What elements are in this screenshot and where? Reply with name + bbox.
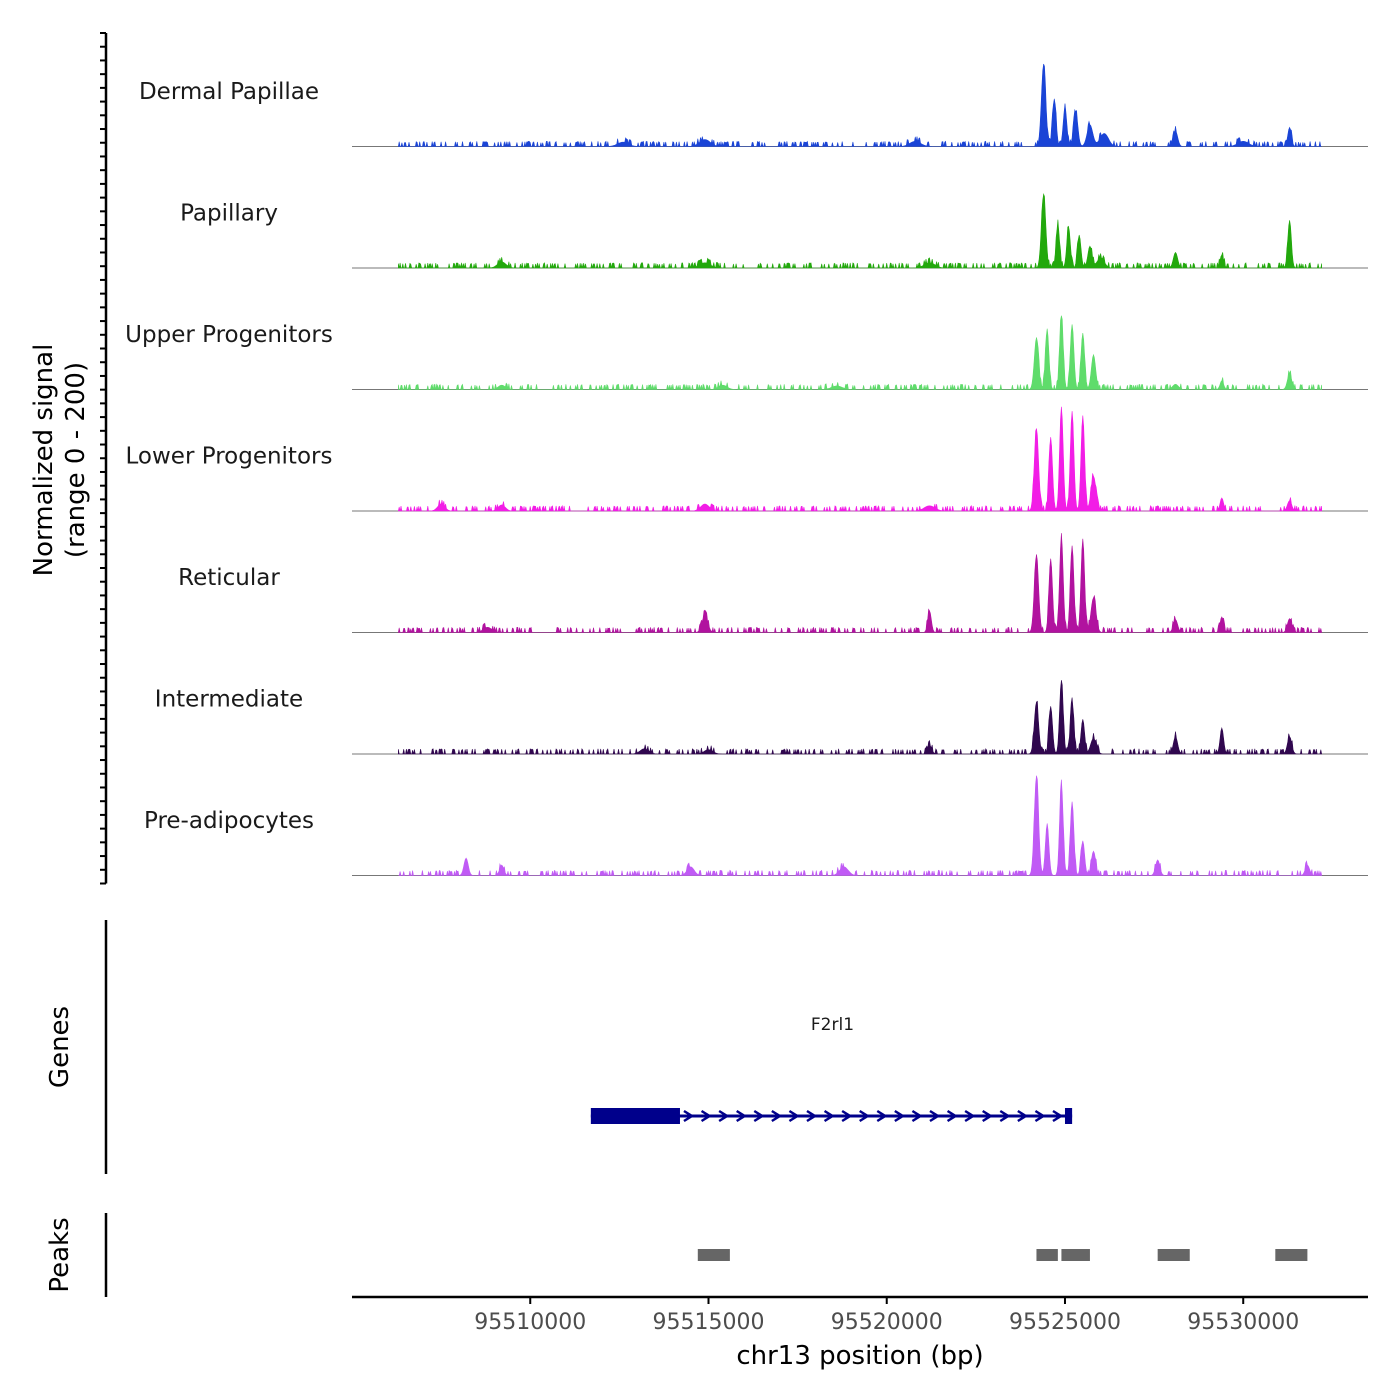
x-tick-label: 95520000 (831, 1310, 943, 1335)
strand-arrow-icon (753, 1109, 765, 1123)
strand-arrow-icon (859, 1109, 871, 1123)
track-papillary: Papillary (180, 193, 1368, 269)
signal-area (397, 63, 1322, 147)
track-upper-progenitors: Upper Progenitors (125, 315, 1368, 390)
strand-arrow-icon (894, 1109, 906, 1123)
track-dermal-papillae: Dermal Papillae (139, 63, 1368, 147)
strand-arrow-icon (911, 1109, 923, 1123)
signal-area (397, 406, 1322, 512)
track-label: Lower Progenitors (126, 444, 333, 470)
peaks-axis-title: Peaks (45, 1217, 75, 1292)
strand-arrow-icon (982, 1109, 994, 1123)
peaks-panel (104, 1213, 1308, 1297)
strand-arrow-icon (964, 1109, 976, 1123)
strand-arrow-icon (946, 1109, 958, 1123)
track-label: Dermal Papillae (139, 79, 319, 105)
signal-area (398, 315, 1322, 390)
gene-exon (1064, 1108, 1073, 1124)
strand-arrow-icon (683, 1109, 695, 1123)
strand-arrow-icon (771, 1109, 783, 1123)
peak-region (1036, 1249, 1058, 1261)
peak-region (697, 1249, 730, 1261)
strand-arrow-icon (806, 1109, 818, 1123)
strand-arrow-icon (1052, 1109, 1064, 1123)
x-tick-label: 95515000 (652, 1310, 764, 1335)
signal-area (397, 533, 1323, 633)
track-lower-progenitors: Lower Progenitors (126, 406, 1368, 512)
strand-arrow-icon (1034, 1109, 1046, 1123)
x-axis-title: chr13 position (bp) (736, 1341, 983, 1371)
peak-region (1157, 1249, 1190, 1261)
track-reticular: Reticular (178, 533, 1368, 633)
strand-arrow-icon (823, 1109, 835, 1123)
x-tick-label: 95530000 (1187, 1310, 1299, 1335)
track-label: Upper Progenitors (125, 322, 333, 348)
signal-area (398, 775, 1323, 876)
strand-arrow-icon (718, 1109, 730, 1123)
peak-region (1275, 1249, 1308, 1261)
x-tick-label: 95525000 (1009, 1310, 1121, 1335)
gene-label: F2rl1 (811, 1015, 854, 1035)
track-label: Intermediate (155, 687, 303, 713)
peak-region (1061, 1249, 1090, 1261)
strand-arrow-icon (736, 1109, 748, 1123)
x-axis: 95510000 95515000 95520000 95525000 95530000 (352, 1295, 1368, 1335)
genes-panel: F2rl1 (104, 920, 1073, 1174)
signal-area (398, 193, 1322, 269)
gene-f2rl1: F2rl1 (590, 1015, 1073, 1124)
track-label: Reticular (178, 565, 280, 591)
track-pre-adipocytes: Pre-adipocytes (144, 775, 1368, 876)
strand-arrow-icon (788, 1109, 800, 1123)
strand-arrow-icon (700, 1109, 712, 1123)
strand-arrow-icon (841, 1109, 853, 1123)
y-axis-subtitle: (range 0 - 200) (61, 362, 91, 558)
track-label: Pre-adipocytes (144, 808, 314, 834)
strand-arrow-icon (999, 1109, 1011, 1123)
strand-arrow-icon (1017, 1109, 1029, 1123)
y-axis-title: Normalized signal (29, 344, 59, 577)
track-intermediate: Intermediate (155, 680, 1368, 755)
strand-arrow-icon (929, 1109, 941, 1123)
signal-area (398, 680, 1323, 755)
genes-axis-title: Genes (45, 1006, 75, 1088)
x-tick-label: 95510000 (474, 1310, 586, 1335)
strand-arrow-icon (876, 1109, 888, 1123)
gene-exon (590, 1108, 680, 1124)
signal-panel: Dermal Papillae Papillary Upper Progenitor… (100, 32, 1368, 885)
track-label: Papillary (180, 201, 278, 227)
